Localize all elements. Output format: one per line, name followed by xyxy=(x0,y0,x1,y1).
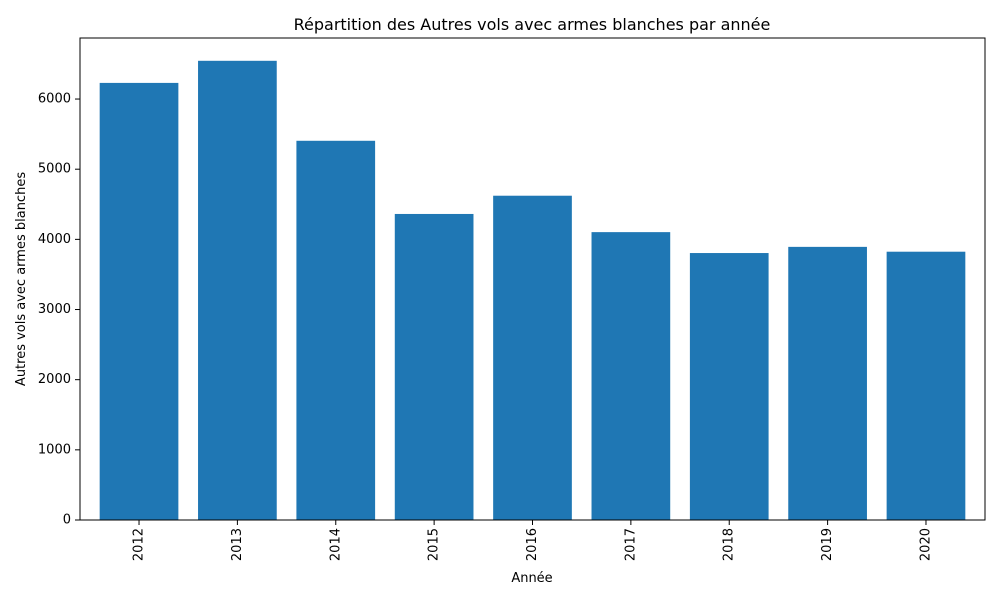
y-tick-label-6000: 6000 xyxy=(38,92,71,107)
x-tick-label-2018: 2018 xyxy=(722,528,737,561)
y-axis-label: Autres vols avec armes blanches xyxy=(14,172,29,386)
chart-title: Répartition des Autres vols avec armes b… xyxy=(294,15,771,34)
bars-group xyxy=(99,60,966,521)
y-axis: 0 1000 2000 3000 4000 5000 6000 xyxy=(38,92,80,528)
x-axis-label: Année xyxy=(511,571,552,586)
bar-2020 xyxy=(886,251,966,521)
x-tick-label-2016: 2016 xyxy=(525,528,540,561)
y-tick-label-3000: 3000 xyxy=(38,302,71,317)
bar-2019 xyxy=(788,246,867,520)
x-axis: 2012 2013 2014 2015 2016 2017 2018 2019 2020 xyxy=(132,520,933,561)
bar-2015 xyxy=(394,213,474,520)
bar-2012 xyxy=(99,82,179,521)
x-tick-label-2015: 2015 xyxy=(427,528,442,561)
y-tick-label-1000: 1000 xyxy=(38,442,71,457)
x-tick-label-2017: 2017 xyxy=(623,528,638,561)
y-tick-label-5000: 5000 xyxy=(38,162,71,177)
bar-2014 xyxy=(296,140,376,520)
x-tick-label-2014: 2014 xyxy=(328,528,343,561)
bar-2016 xyxy=(493,195,572,520)
x-tick-label-2012: 2012 xyxy=(132,528,147,561)
bar-2018 xyxy=(689,253,769,520)
plot-frame xyxy=(79,37,986,521)
bar-2017 xyxy=(591,232,671,520)
x-tick-label-2020: 2020 xyxy=(918,528,933,561)
y-tick-label-2000: 2000 xyxy=(38,372,71,387)
x-tick-label-2019: 2019 xyxy=(820,528,835,561)
y-tick-label-0: 0 xyxy=(63,513,71,528)
y-tick-label-4000: 4000 xyxy=(38,232,71,247)
bar-2013 xyxy=(198,60,277,521)
x-tick-label-2013: 2013 xyxy=(230,528,245,561)
